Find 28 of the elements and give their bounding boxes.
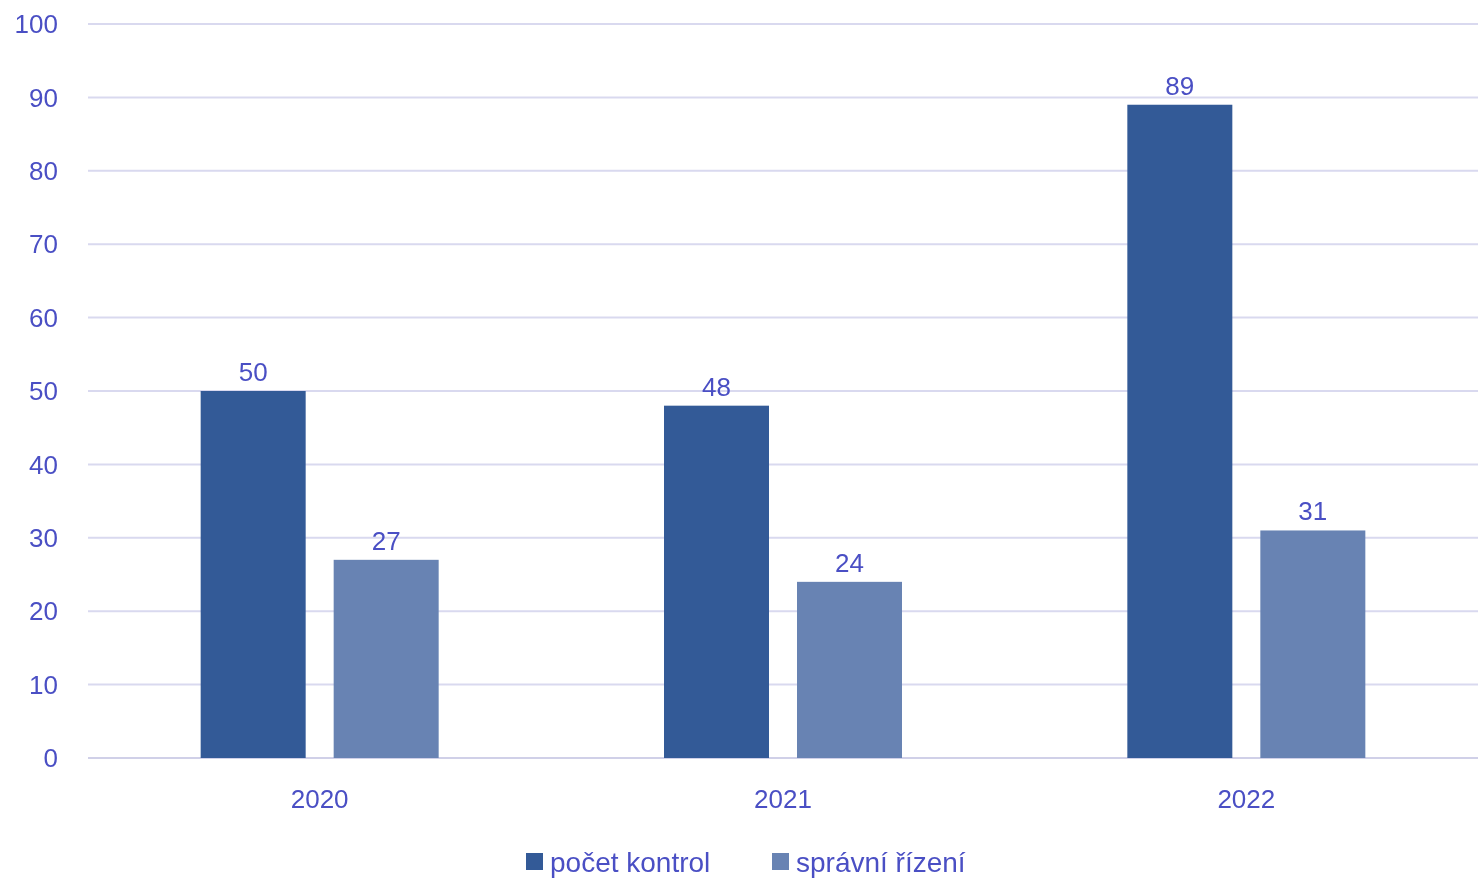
y-tick-label: 10	[29, 669, 58, 700]
y-tick-label: 50	[29, 376, 58, 407]
bar	[1127, 104, 1233, 758]
x-tick-label: 2021	[754, 784, 812, 814]
y-tick-label: 60	[29, 302, 58, 333]
bar	[200, 391, 306, 758]
data-label: 48	[702, 371, 731, 402]
legend-label: počet kontrol	[550, 846, 711, 878]
x-tick-label: 2020	[290, 784, 349, 814]
y-tick-label: 100	[14, 9, 58, 40]
x-tick-label: 2022	[1217, 784, 1276, 814]
data-label: 31	[1298, 496, 1328, 527]
bar	[797, 581, 902, 758]
bar	[664, 405, 769, 758]
data-label: 27	[371, 525, 401, 556]
data-label: 50	[238, 357, 268, 387]
y-tick-label: 20	[29, 596, 58, 627]
y-tick-label: 70	[29, 229, 58, 260]
data-label: 89	[1165, 70, 1195, 101]
y-tick-label: 30	[29, 522, 58, 553]
legend-label: správní řízení	[796, 846, 966, 878]
y-tick-label: 40	[29, 449, 58, 480]
y-tick-label: 90	[29, 82, 58, 113]
bar	[1260, 530, 1366, 758]
y-tick-label: 0	[43, 743, 58, 774]
y-tick-label: 80	[29, 155, 58, 186]
data-label: 24	[835, 547, 864, 578]
bar	[333, 559, 439, 758]
